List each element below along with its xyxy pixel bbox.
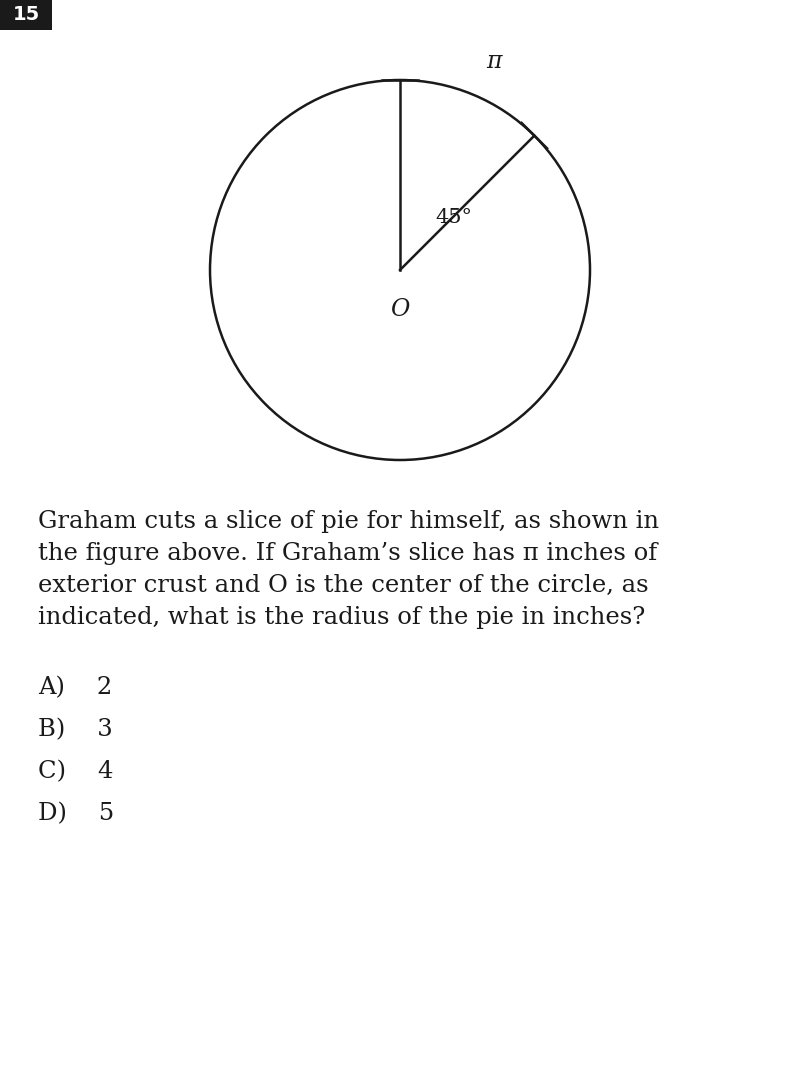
Text: π: π xyxy=(487,51,502,73)
Text: 15: 15 xyxy=(12,5,40,25)
Text: C)  4: C) 4 xyxy=(38,760,114,783)
Text: indicated, what is the radius of the pie in inches?: indicated, what is the radius of the pie… xyxy=(38,606,646,628)
Text: Graham cuts a slice of pie for himself, as shown in: Graham cuts a slice of pie for himself, … xyxy=(38,510,659,533)
Text: B)  3: B) 3 xyxy=(38,718,113,741)
Text: the figure above. If Graham’s slice has π inches of: the figure above. If Graham’s slice has … xyxy=(38,542,657,565)
Text: 45°: 45° xyxy=(436,208,473,227)
Text: exterior crust and O is the center of the circle, as: exterior crust and O is the center of th… xyxy=(38,573,649,597)
Text: D)  5: D) 5 xyxy=(38,802,115,825)
Text: O: O xyxy=(391,298,410,321)
Bar xyxy=(0,0,52,30)
Text: A)  2: A) 2 xyxy=(38,676,112,699)
